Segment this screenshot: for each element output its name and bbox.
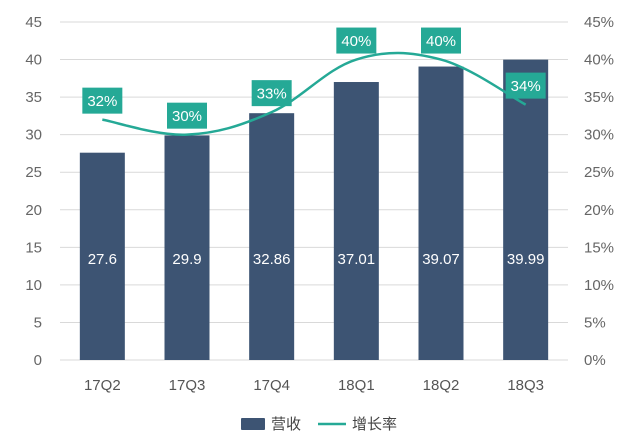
rate-label-box [251, 80, 292, 107]
bar [79, 152, 125, 360]
y-tick-label: 0 [34, 352, 42, 369]
left-axis-ticks: 0 5 10 15 20 25 30 35 40 45 [25, 14, 42, 369]
y2-tick-label: 5% [584, 314, 606, 331]
bar [503, 59, 549, 360]
rate-label: 32% [87, 93, 117, 110]
line-series-growth-rate: 32% 30% 33% 40% 40% 34% [82, 27, 546, 136]
y-tick-label: 5 [34, 314, 42, 331]
y-tick-label: 20 [25, 202, 42, 219]
x-tick-label: 18Q3 [507, 377, 544, 394]
bar-value-label: 39.99 [507, 251, 545, 268]
rate-label-box [505, 72, 546, 99]
rate-label: 33% [257, 86, 287, 103]
right-axis-ticks: 0% 5% 10% 15% 20% 25% 30% 35% 40% 45% [584, 14, 614, 369]
bar-value-label: 39.07 [422, 251, 460, 268]
y-tick-label: 30 [25, 127, 42, 144]
x-tick-label: 17Q4 [253, 377, 290, 394]
rate-label-box [421, 27, 461, 54]
rate-label: 40% [341, 33, 371, 50]
y-tick-label: 40 [25, 52, 42, 69]
y2-tick-label: 0% [584, 352, 606, 369]
y-tick-label: 10 [25, 277, 42, 294]
bar [164, 135, 210, 360]
y-tick-label: 45 [25, 14, 42, 31]
y2-tick-label: 10% [584, 277, 614, 294]
rate-label: 30% [172, 108, 202, 125]
bar [333, 82, 379, 360]
x-tick-label: 17Q2 [84, 377, 121, 394]
bar-value-label: 29.9 [172, 251, 201, 268]
x-tick-label: 17Q3 [169, 377, 206, 394]
y2-tick-label: 30% [584, 127, 614, 144]
legend: 营收 增长率 [241, 415, 397, 433]
grid-lines [60, 21, 568, 361]
category-axis-labels: 17Q2 17Q3 17Q4 18Q1 18Q2 18Q3 [84, 377, 544, 394]
bar [249, 113, 295, 360]
bar [418, 66, 464, 360]
bar-value-label: 37.01 [338, 251, 376, 268]
rate-label-box [167, 102, 207, 129]
rate-label-box [336, 27, 377, 54]
y2-tick-label: 15% [584, 239, 614, 256]
y-tick-label: 15 [25, 239, 42, 256]
legend-line-label: 增长率 [352, 415, 397, 433]
y-tick-label: 25 [25, 164, 42, 181]
x-tick-label: 18Q2 [423, 377, 460, 394]
y2-tick-label: 20% [584, 202, 614, 219]
rate-label: 40% [426, 33, 456, 50]
y2-tick-label: 45% [584, 14, 614, 31]
rate-label: 34% [511, 78, 541, 95]
bar-series-revenue: 27.6 29.9 32.86 37.01 39.07 39.99 [79, 59, 549, 360]
legend-bar-swatch [241, 418, 265, 430]
y-tick-label: 35 [25, 89, 42, 106]
growth-line [102, 51, 527, 136]
x-tick-label: 18Q1 [338, 377, 375, 394]
bar-value-label: 32.86 [253, 251, 291, 268]
rate-label-box [82, 87, 123, 114]
legend-bar-label: 营收 [271, 415, 301, 433]
y2-tick-label: 40% [584, 52, 614, 69]
y2-tick-label: 35% [584, 89, 614, 106]
y2-tick-label: 25% [584, 164, 614, 181]
bar-value-label: 27.6 [88, 251, 117, 268]
